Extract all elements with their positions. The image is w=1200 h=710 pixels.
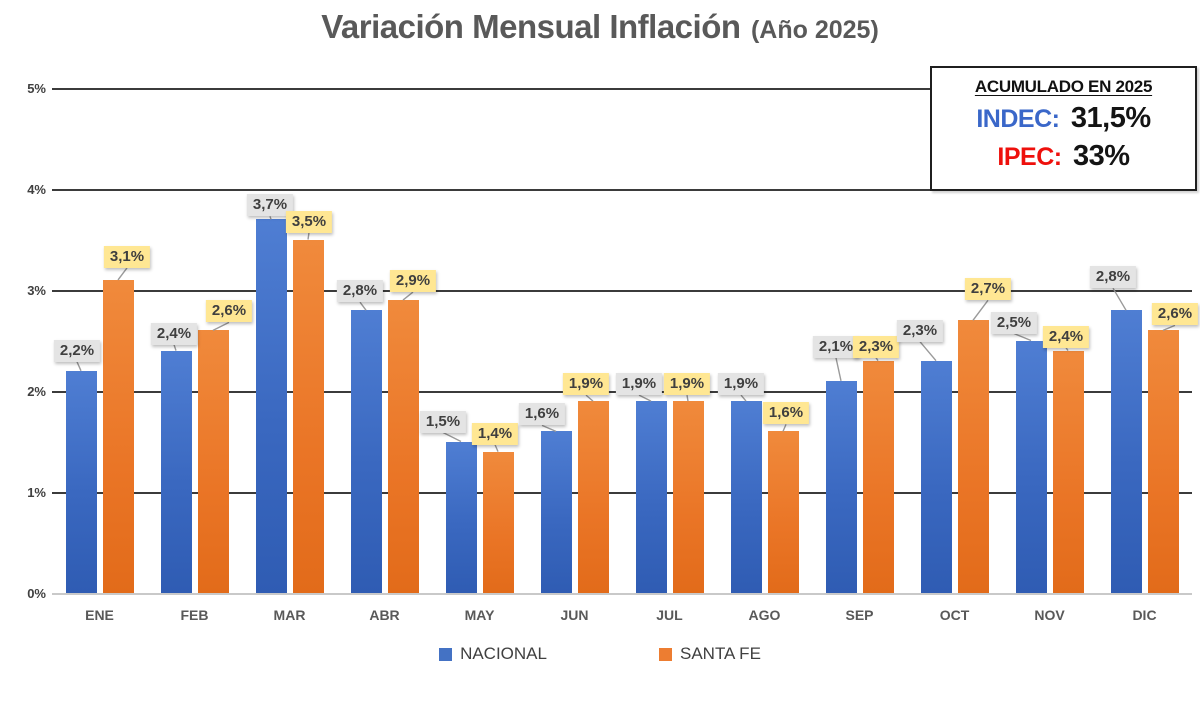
data-label-nacional-ago: 1,9% [717,373,765,396]
data-label-nacional-ene: 2,2% [53,339,101,362]
data-label-nacional-feb: 2,4% [150,322,198,345]
ipec-value: 33% [1073,140,1130,172]
bar-nacional-feb [160,350,192,593]
data-label-santafe-jul: 1,9% [663,373,711,396]
bar-nacional-dic [1110,310,1142,593]
data-label-santafe-jun: 1,9% [562,373,610,396]
legend-item-santafe: SANTA FE [658,644,761,664]
gridline-4% [52,189,1192,191]
summary-row-ipec: IPEC: 33% [932,140,1195,173]
accumulated-summary-box: ACUMULADO EN 2025 INDEC: 31,5% IPEC: 33% [930,66,1197,191]
legend-label-nacional: NACIONAL [460,644,547,663]
gridline-3% [52,290,1192,292]
chart-legend: NACIONAL SANTA FE [0,644,1200,664]
bar-santafe-nov [1052,350,1084,593]
data-label-santafe-sep: 2,3% [852,335,900,358]
bar-santafe-may [482,451,514,593]
summary-row-indec: INDEC: 31,5% [932,102,1195,135]
x-label-mar: MAR [273,607,306,623]
bar-santafe-jul [672,401,704,593]
summary-box-title: ACUMULADO EN 2025 [974,77,1153,96]
bar-nacional-oct [920,360,952,593]
bar-nacional-abr [350,310,382,593]
indec-label: INDEC: [976,105,1060,133]
bar-santafe-dic [1147,330,1179,593]
bar-santafe-feb [197,330,229,593]
chart-title-suffix: (Año 2025) [750,16,879,44]
y-tick-5%: 5% [27,81,46,96]
y-tick-0%: 0% [27,586,46,601]
bar-nacional-jun [540,431,572,593]
x-label-feb: FEB [180,607,209,623]
bar-nacional-mar [255,219,287,593]
data-label-nacional-jun: 1,6% [518,403,566,426]
x-label-oct: OCT [939,607,970,623]
legend-label-santafe: SANTA FE [679,644,761,663]
gridline-0% [52,593,1192,595]
y-tick-1%: 1% [27,485,46,500]
indec-value: 31,5% [1070,102,1151,134]
bar-santafe-ago [767,431,799,593]
x-label-dic: DIC [1132,607,1157,623]
bar-santafe-sep [862,360,894,593]
x-label-jul: JUL [656,607,683,623]
bar-santafe-jun [577,401,609,593]
chart-title: Variación Mensual Inflación (Año 2025) [0,8,1200,46]
data-label-nacional-oct: 2,3% [896,319,944,342]
data-label-nacional-abr: 2,8% [336,280,384,303]
data-label-nacional-nov: 2,5% [990,311,1038,334]
data-label-santafe-may: 1,4% [471,422,519,445]
y-tick-3%: 3% [27,283,46,298]
data-label-santafe-mar: 3,5% [285,210,333,233]
bar-nacional-nov [1015,340,1047,593]
data-label-nacional-sep: 2,1% [812,335,860,358]
x-label-nov: NOV [1034,607,1065,623]
bar-nacional-may [445,441,477,593]
bar-nacional-sep [825,380,857,593]
x-label-may: MAY [464,607,495,623]
data-label-nacional-dic: 2,8% [1089,266,1137,289]
x-label-ene: ENE [85,607,114,623]
y-tick-2%: 2% [27,384,46,399]
data-label-santafe-nov: 2,4% [1042,325,1090,348]
x-label-abr: ABR [369,607,400,623]
legend-swatch-nacional [439,647,453,661]
data-label-nacional-mar: 3,7% [246,194,294,217]
data-label-santafe-abr: 2,9% [389,270,437,293]
x-label-jun: JUN [560,607,589,623]
x-label-sep: SEP [845,607,874,623]
data-label-nacional-jul: 1,9% [615,373,663,396]
bar-santafe-ene [102,279,134,593]
bar-santafe-oct [957,320,989,593]
bar-nacional-ago [730,401,762,593]
data-label-santafe-ago: 1,6% [762,402,810,425]
gridline-1% [52,492,1192,494]
data-label-santafe-feb: 2,6% [205,300,253,323]
legend-swatch-santafe [658,647,672,661]
chart-title-main: Variación Mensual Inflación [321,8,741,45]
data-label-santafe-ene: 3,1% [103,245,151,268]
legend-item-nacional: NACIONAL [439,644,547,664]
data-label-santafe-dic: 2,6% [1151,303,1199,326]
ipec-label: IPEC: [997,143,1062,171]
bar-santafe-mar [292,239,324,593]
gridline-5% [52,88,1192,90]
x-label-ago: AGO [748,607,781,623]
y-tick-4%: 4% [27,182,46,197]
bar-nacional-ene [65,370,97,593]
bar-santafe-abr [387,300,419,593]
data-label-santafe-oct: 2,7% [964,278,1012,301]
bar-nacional-jul [635,401,667,593]
data-label-nacional-may: 1,5% [419,410,467,433]
